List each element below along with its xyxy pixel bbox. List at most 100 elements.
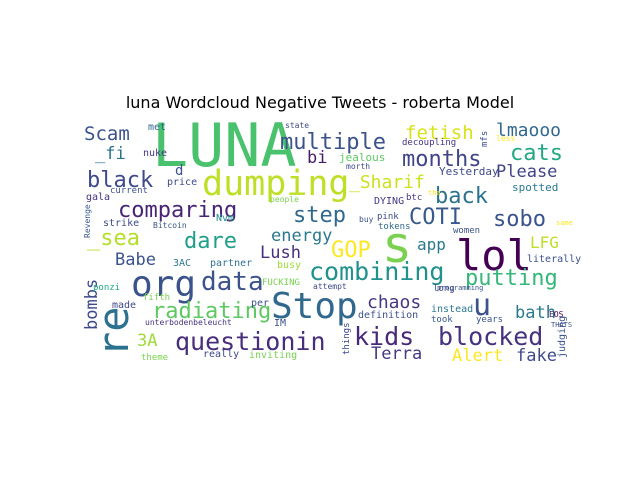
word-luna: LUNA <box>152 111 297 181</box>
word-3ac: 3AC <box>173 258 191 269</box>
word-years: years <box>476 315 503 325</box>
word-re: re <box>89 306 138 357</box>
word-theme: theme <box>141 353 168 363</box>
word-tokens: tokens <box>378 222 411 232</box>
word-judging: judging <box>557 316 568 358</box>
word-terra: Terra <box>371 344 422 364</box>
word-busy: busy <box>277 260 301 271</box>
word-fifth: fifth <box>143 293 170 303</box>
word-ponzi: ponzi <box>93 283 120 293</box>
word-unterbodenbeleucht: unterbodenbeleucht <box>145 318 232 327</box>
word-mfs: mfs <box>480 131 490 147</box>
word-definition: definition <box>358 310 418 321</box>
word-current: current <box>110 186 148 196</box>
word-met: met <box>148 122 166 133</box>
word-eos: EOS <box>549 310 564 319</box>
word-data: data <box>201 267 264 297</box>
word-lush: Lush <box>260 243 301 263</box>
word-thats: THATS <box>551 321 572 329</box>
word-lol: lol <box>456 231 532 280</box>
word-scam: Scam <box>84 123 130 145</box>
word-nuke: nuke <box>143 148 167 159</box>
word-spotted: spotted <box>512 181 558 194</box>
word-questionin: questionin <box>175 327 326 356</box>
word-lmaooo: lmaooo <box>496 120 561 141</box>
word-gop: GOP <box>331 238 371 263</box>
word-price: price <box>167 177 197 188</box>
word-women: women <box>453 226 480 236</box>
word-sobo: sobo <box>493 207 546 232</box>
word-months: months <box>402 147 481 172</box>
word-tha: tha <box>428 189 441 197</box>
word-combining: combining <box>309 257 444 286</box>
word-jealous: jealous <box>339 151 385 164</box>
word-took: took <box>431 315 453 325</box>
word-literally: literally <box>527 254 581 265</box>
word-programming: programming <box>437 284 483 292</box>
word-fucking: FUCKING <box>262 278 300 288</box>
word-per: per <box>251 298 269 309</box>
word-sharif: _Sharif <box>349 172 425 193</box>
word-dying: DYING <box>374 196 404 207</box>
word-app: app <box>417 235 446 254</box>
word-things: things <box>342 322 352 355</box>
word-long: long <box>433 284 455 294</box>
word-cats: cats <box>510 141 563 166</box>
word-partner: partner <box>210 258 252 269</box>
word-nvm: Nvm <box>216 213 234 224</box>
word-revenge: Revenge <box>83 204 92 238</box>
word-energy: energy <box>271 226 332 246</box>
word-made: made <box>112 300 136 311</box>
word-coti: COTI <box>409 205 462 230</box>
word-bi: bi <box>307 148 327 168</box>
word-dumping: dumping <box>202 164 350 204</box>
word-same: same <box>556 219 573 227</box>
word-babe: Babe <box>115 250 156 270</box>
word-really: really <box>203 349 239 360</box>
word-chaos: chaos <box>367 292 421 313</box>
word-dare: dare <box>184 229 237 254</box>
word-please: Please <box>496 162 557 182</box>
word-fake: fake <box>516 346 557 366</box>
word-comparing: comparing <box>118 198 237 223</box>
word-morth: morth <box>346 162 370 171</box>
word-im: IM <box>274 318 286 329</box>
word-sea: _sea <box>87 226 140 251</box>
word-instead: instead <box>431 304 473 315</box>
word-putting: putting <box>465 266 558 291</box>
word-blocked: blocked <box>438 322 543 351</box>
word-bath: bath <box>515 303 556 323</box>
word-stop: Stop <box>271 286 358 327</box>
word-bitcoin: Bitcoin <box>153 221 187 230</box>
word-buy: buy <box>359 215 374 224</box>
word-inviting: inviting <box>249 350 297 361</box>
word-less: less <box>496 134 515 143</box>
word-black: black <box>87 168 153 193</box>
word-3a: 3A <box>137 331 157 351</box>
word-kids: kids <box>354 322 414 351</box>
word-fi: _fi <box>95 144 126 164</box>
word-s: s <box>382 216 412 274</box>
word-fetish: fetish <box>405 122 474 144</box>
word-gala: gala <box>86 192 110 203</box>
word-attempt: attempt <box>313 282 347 291</box>
word-pink: pink <box>377 212 399 222</box>
word-step: step <box>293 203 346 228</box>
word-strike: strike <box>103 218 139 229</box>
chart-title: luna Wordcloud Negative Tweets - roberta… <box>125 93 515 112</box>
word-decoupling: decoupling <box>402 138 456 148</box>
word-radiating: radiating <box>152 299 271 324</box>
word-alert: Alert <box>452 346 503 366</box>
word-people: people <box>270 195 299 204</box>
word-bombs: bombs <box>82 279 102 330</box>
word-yesterday: Yesterday <box>439 165 499 178</box>
word-btc: btc <box>406 193 422 203</box>
word-back: back <box>435 184 488 209</box>
word-org: org <box>131 264 196 305</box>
word-lfg: LFG <box>530 233 559 252</box>
word-u: u <box>473 288 491 323</box>
word-state: state <box>285 121 309 130</box>
word-multiple: multiple <box>280 130 386 155</box>
